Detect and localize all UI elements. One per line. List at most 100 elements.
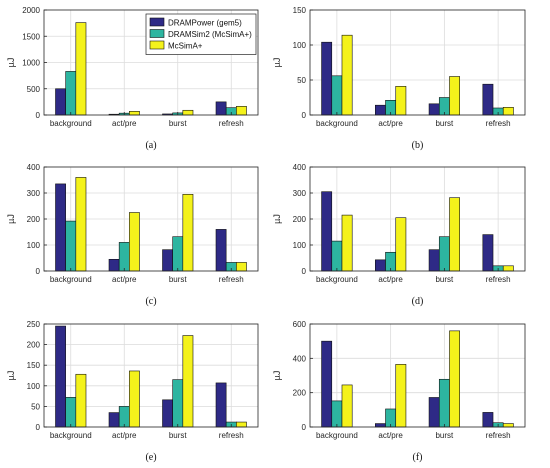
y-tick-label: 300 bbox=[293, 189, 307, 198]
bar bbox=[118, 242, 130, 272]
y-tick-label: 50 bbox=[31, 402, 40, 411]
bar bbox=[375, 423, 386, 428]
bar bbox=[172, 236, 184, 272]
bar bbox=[108, 412, 120, 428]
bar bbox=[341, 214, 353, 272]
y-tick-label: 50 bbox=[297, 76, 306, 85]
bar bbox=[236, 421, 247, 428]
x-tick-label: act/pre bbox=[378, 119, 403, 128]
legend-swatch bbox=[149, 17, 165, 27]
y-tick-label: 200 bbox=[27, 215, 41, 224]
y-tick-label: 1000 bbox=[22, 59, 40, 68]
bar bbox=[321, 41, 333, 116]
x-tick-label: burst bbox=[169, 275, 188, 284]
bar bbox=[502, 265, 514, 272]
y-tick-label: 200 bbox=[293, 215, 307, 224]
bar bbox=[236, 262, 247, 272]
y-tick-label: 400 bbox=[27, 163, 41, 172]
y-axis-label: µJ bbox=[272, 58, 282, 68]
bar bbox=[129, 370, 140, 428]
bar bbox=[129, 111, 140, 116]
bar bbox=[331, 400, 343, 428]
y-tick-label: 1500 bbox=[22, 32, 40, 41]
bar bbox=[341, 384, 353, 428]
bar bbox=[482, 412, 494, 428]
y-axis-label: µJ bbox=[272, 371, 282, 381]
bar bbox=[55, 325, 66, 428]
bar bbox=[172, 379, 184, 428]
y-tick-label: 100 bbox=[293, 41, 307, 50]
y-axis-label: µJ bbox=[272, 214, 282, 224]
bar bbox=[502, 423, 514, 428]
panel-caption: (d) bbox=[412, 296, 424, 307]
bar bbox=[449, 76, 460, 116]
bar bbox=[75, 177, 87, 272]
y-tick-label: 0 bbox=[36, 423, 41, 432]
bar bbox=[108, 258, 120, 272]
x-tick-label: background bbox=[316, 275, 358, 284]
y-tick-label: 2000 bbox=[22, 6, 40, 15]
y-tick-label: 400 bbox=[293, 163, 307, 172]
x-tick-label: refresh bbox=[486, 119, 511, 128]
legend-entry: DRAMSim2 (McSimA+) bbox=[168, 30, 252, 39]
x-tick-label: act/pre bbox=[112, 119, 137, 128]
panel-caption: (b) bbox=[412, 140, 424, 151]
bar bbox=[449, 197, 460, 272]
panel-caption: (e) bbox=[145, 452, 156, 463]
y-tick-label: 0 bbox=[36, 111, 41, 120]
bar bbox=[321, 191, 333, 272]
bar bbox=[65, 220, 77, 272]
panel-a: 0 500 1000 1500 2000 background act/pre burst re… bbox=[6, 6, 259, 151]
bar bbox=[215, 101, 227, 116]
y-tick-label: 0 bbox=[302, 423, 307, 432]
legend-box bbox=[145, 13, 257, 55]
bar bbox=[215, 382, 227, 428]
x-tick-label: act/pre bbox=[378, 431, 403, 440]
x-tick-label: refresh bbox=[219, 275, 244, 284]
y-axis-label: µJ bbox=[6, 214, 16, 224]
y-tick-label: 500 bbox=[27, 85, 41, 94]
x-tick-label: background bbox=[316, 119, 358, 128]
bar bbox=[395, 364, 407, 428]
legend-swatch bbox=[149, 29, 165, 38]
x-tick-label: refresh bbox=[219, 119, 244, 128]
bar bbox=[55, 88, 66, 116]
x-tick-label: refresh bbox=[486, 431, 511, 440]
bar bbox=[375, 104, 386, 116]
y-tick-label: 100 bbox=[27, 382, 41, 391]
bar bbox=[162, 249, 173, 272]
bar bbox=[438, 236, 450, 272]
x-tick-label: burst bbox=[169, 431, 188, 440]
bar bbox=[55, 183, 66, 272]
y-axis-label: µJ bbox=[6, 371, 16, 381]
bar bbox=[331, 75, 343, 116]
panel-d: 0 100 200 300 400 background act/pre burst refre… bbox=[272, 163, 526, 307]
bar bbox=[428, 397, 440, 428]
x-tick-label: burst bbox=[169, 119, 188, 128]
y-axis-label: µJ bbox=[6, 58, 16, 68]
x-tick-label: burst bbox=[435, 119, 454, 128]
x-tick-label: refresh bbox=[486, 275, 511, 284]
y-tick-label: 150 bbox=[27, 361, 41, 370]
panel-b: 0 50 100 150 background act/pre burst refresh µJ… bbox=[272, 6, 526, 151]
axes-box bbox=[309, 9, 526, 116]
y-tick-label: 150 bbox=[293, 6, 307, 15]
bar bbox=[65, 71, 77, 116]
y-tick-label: 0 bbox=[302, 111, 307, 120]
y-tick-label: 300 bbox=[27, 189, 41, 198]
bar bbox=[428, 249, 440, 272]
legend-entry: McSimA+ bbox=[168, 42, 203, 51]
bar bbox=[75, 373, 87, 428]
bar bbox=[482, 234, 494, 272]
x-tick-label: background bbox=[50, 431, 92, 440]
bar bbox=[341, 34, 353, 116]
bar bbox=[182, 194, 194, 272]
y-tick-label: 600 bbox=[293, 320, 307, 329]
panel-f: 0 200 400 600 background act/pre burst refresh µ… bbox=[272, 320, 526, 463]
bar bbox=[215, 229, 227, 272]
panel-caption: (f) bbox=[413, 452, 423, 463]
bar bbox=[129, 212, 140, 272]
bar bbox=[449, 330, 460, 428]
panel-caption: (a) bbox=[145, 140, 156, 151]
